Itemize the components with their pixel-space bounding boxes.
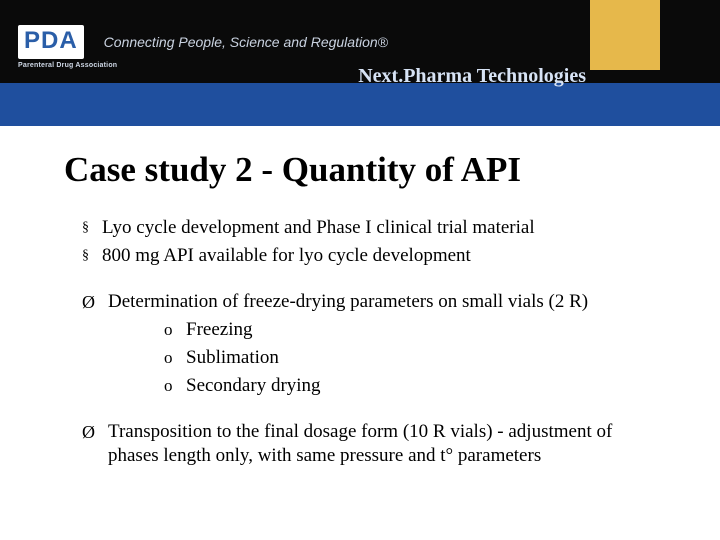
page-credit: Next.Pharma Technologies (358, 65, 586, 88)
logo-text: PDA (24, 27, 78, 54)
list-text: 800 mg API available for lyo cycle devel… (102, 244, 666, 268)
tagline: Connecting People, Science and Regulatio… (104, 34, 388, 50)
square-bullet-icon: § (82, 216, 102, 240)
list-item: Ø Determination of freeze-drying paramet… (64, 290, 666, 314)
list-subitem: o Freezing (64, 318, 666, 342)
logo-subtext: Parenteral Drug Association (18, 62, 117, 69)
header: PDA Parenteral Drug Association Connecti… (0, 0, 720, 126)
logo-badge: PDA Parenteral Drug Association (18, 25, 84, 59)
o-bullet-icon: o (164, 374, 186, 398)
logo: PDA Parenteral Drug Association (18, 25, 84, 59)
arrow-bullet-icon: Ø (82, 290, 108, 314)
list-subitem: o Secondary drying (64, 374, 666, 398)
o-bullet-icon: o (164, 346, 186, 370)
bullet-group-1: § Lyo cycle development and Phase I clin… (64, 216, 666, 268)
list-text: Transposition to the final dosage form (… (108, 420, 666, 468)
list-text: Determination of freeze-drying parameter… (108, 290, 666, 314)
slide-title: Case study 2 - Quantity of API (64, 150, 666, 190)
list-item: § Lyo cycle development and Phase I clin… (64, 216, 666, 240)
o-bullet-icon: o (164, 318, 186, 342)
list-text: Sublimation (186, 346, 666, 370)
list-item: Ø Transposition to the final dosage form… (64, 420, 666, 468)
list-text: Secondary drying (186, 374, 666, 398)
list-subitem: o Sublimation (64, 346, 666, 370)
content: Case study 2 - Quantity of API § Lyo cyc… (0, 126, 720, 468)
list-item: § 800 mg API available for lyo cycle dev… (64, 244, 666, 268)
header-blue-band: Next.Pharma Technologies (0, 83, 720, 126)
list-text: Lyo cycle development and Phase I clinic… (102, 216, 666, 240)
accent-block (590, 0, 660, 70)
bullet-group-3: Ø Transposition to the final dosage form… (64, 420, 666, 468)
list-text: Freezing (186, 318, 666, 342)
square-bullet-icon: § (82, 244, 102, 268)
bullet-group-2: Ø Determination of freeze-drying paramet… (64, 290, 666, 398)
arrow-bullet-icon: Ø (82, 420, 108, 444)
